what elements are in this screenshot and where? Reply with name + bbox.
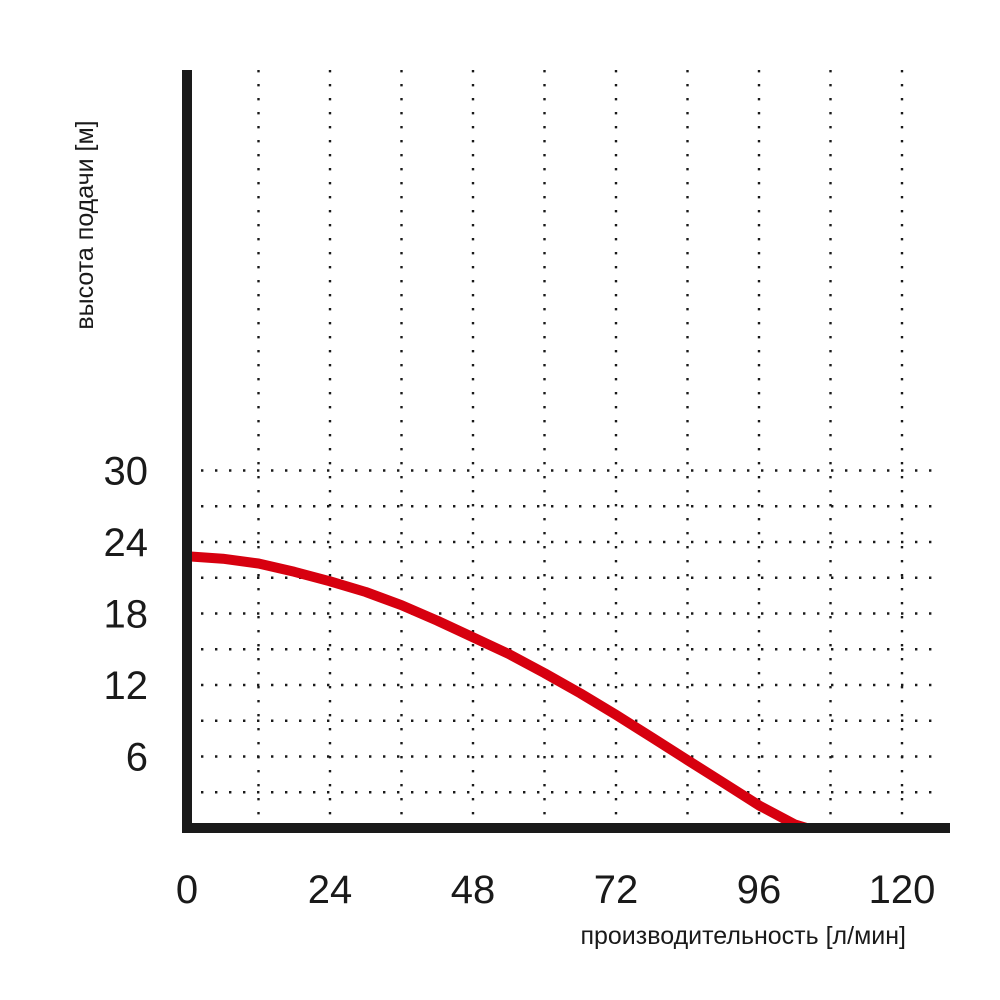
- axes: [182, 70, 950, 833]
- series-layer: [182, 551, 812, 833]
- x-tick-label: 48: [451, 868, 496, 912]
- x-tick-label: 24: [308, 868, 353, 912]
- y-tick-labels: 6 12 18 24 30: [104, 450, 149, 780]
- grid: [187, 70, 935, 828]
- y-tick-label: 24: [104, 521, 149, 565]
- x-tick-labels: 0 24 48 72 96 120: [176, 868, 936, 912]
- y-tick-label: 30: [104, 450, 149, 494]
- x-axis-title: производительность [л/мин]: [580, 922, 906, 950]
- y-tick-label: 18: [104, 593, 149, 637]
- x-tick-label: 96: [737, 868, 782, 912]
- x-tick-label: 0: [176, 868, 198, 912]
- x-tick-label: 72: [594, 868, 639, 912]
- y-tick-label: 6: [126, 736, 148, 780]
- x-tick-label: 120: [869, 868, 936, 912]
- y-tick-label: 12: [104, 664, 149, 708]
- y-axis-title: высота подачи [м]: [71, 120, 99, 329]
- series-line: [182, 551, 812, 833]
